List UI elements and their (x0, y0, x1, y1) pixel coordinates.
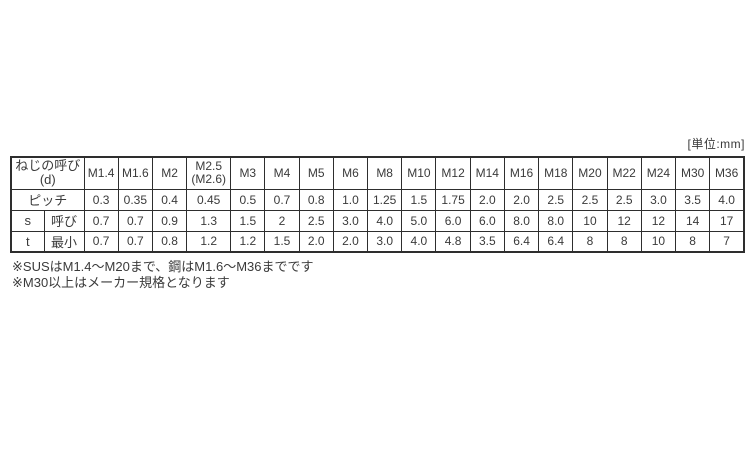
value-cell: 1.5 (230, 209, 266, 232)
value-cell: 2.0 (332, 230, 369, 253)
value-cell: 0.7 (117, 209, 153, 232)
row-label-symbol: t (10, 230, 45, 253)
value-cell: 4.8 (435, 230, 471, 253)
footnote-sus-range: ※SUSはM1.4〜M20まで、鋼はM1.6〜M36までです (12, 259, 314, 274)
column-header: M4 (264, 156, 300, 190)
value-cell: 8.0 (538, 209, 574, 232)
value-cell: 8.0 (503, 209, 540, 232)
value-cell: 10 (640, 230, 677, 253)
value-cell: 3.5 (469, 230, 505, 253)
value-cell: 1.75 (435, 188, 471, 211)
value-cell: 8 (675, 230, 711, 253)
value-cell: 5.0 (401, 209, 437, 232)
header-row: ねじの呼び (d) M1.4 M1.6 M2 M2.5 (M2.6) M3 M4 M5 M6 M… (10, 156, 745, 190)
value-cell: 1.3 (186, 209, 232, 232)
value-cell: 2.0 (503, 188, 540, 211)
column-header: M20 (572, 156, 608, 190)
value-cell: 3.0 (332, 209, 369, 232)
value-cell: 0.4 (151, 188, 188, 211)
column-header: M8 (367, 156, 403, 190)
value-cell: 0.9 (151, 209, 188, 232)
column-header: M6 (332, 156, 369, 190)
value-cell: 12 (606, 209, 642, 232)
value-cell: 8 (606, 230, 642, 253)
column-header: M24 (640, 156, 677, 190)
column-header: M5 (298, 156, 334, 190)
footnotes: ※SUSはM1.4〜M20まで、鋼はM1.6〜M36までです ※M30以上はメー… (12, 259, 313, 291)
value-cell: 2.0 (298, 230, 334, 253)
value-cell: 3.0 (640, 188, 677, 211)
value-cell: 6.0 (435, 209, 471, 232)
value-cell: 0.8 (151, 230, 188, 253)
value-cell: 0.8 (298, 188, 334, 211)
column-header: M36 (709, 156, 745, 190)
column-header: M12 (435, 156, 471, 190)
value-cell: 6.0 (469, 209, 505, 232)
value-cell: 7 (709, 230, 745, 253)
value-cell: 8 (572, 230, 608, 253)
column-header: M1.4 (83, 156, 119, 190)
screw-spec-table: ねじの呼び (d) M1.4 M1.6 M2 M2.5 (M2.6) M3 M4 M5 M6 M… (10, 156, 745, 253)
value-cell: 10 (572, 209, 608, 232)
value-cell: 1.5 (264, 230, 300, 253)
value-cell: 0.35 (117, 188, 153, 211)
value-cell: 4.0 (367, 209, 403, 232)
row-label-symbol: s (10, 209, 45, 232)
value-cell: 0.45 (186, 188, 232, 211)
value-cell: 0.3 (83, 188, 119, 211)
column-header: M16 (503, 156, 540, 190)
row-label-kind: 最小 (43, 230, 85, 253)
value-cell: 0.7 (83, 209, 119, 232)
value-cell: 3.5 (675, 188, 711, 211)
value-cell: 0.7 (83, 230, 119, 253)
value-cell: 1.2 (186, 230, 232, 253)
value-cell: 2.5 (606, 188, 642, 211)
value-cell: 1.25 (367, 188, 403, 211)
value-cell: 0.5 (230, 188, 266, 211)
column-header: M10 (401, 156, 437, 190)
value-cell: 1.5 (401, 188, 437, 211)
corner-header: ねじの呼び (d) (10, 156, 85, 190)
table-row: ピッチ 0.3 0.35 0.4 0.45 0.5 0.7 0.8 1.0 1.25 1.5 1.75… (10, 188, 745, 211)
value-cell: 2.5 (538, 188, 574, 211)
value-cell: 1.0 (332, 188, 369, 211)
value-cell: 2 (264, 209, 300, 232)
value-cell: 14 (675, 209, 711, 232)
table-row: s 呼び 0.7 0.7 0.9 1.3 1.5 2 2.5 3.0 4.0 5.0 6.0 6.0 8.0… (10, 209, 745, 232)
column-header: M18 (538, 156, 574, 190)
corner-header-line1: ねじの呼び (15, 158, 81, 174)
value-cell: 6.4 (503, 230, 540, 253)
column-header: M2 (151, 156, 188, 190)
column-header: M2.5 (M2.6) (186, 156, 232, 190)
value-cell: 17 (709, 209, 745, 232)
value-cell: 3.0 (367, 230, 403, 253)
value-cell: 4.0 (401, 230, 437, 253)
value-cell: 12 (640, 209, 677, 232)
corner-header-line2: (d) (39, 172, 56, 188)
column-header: M3 (230, 156, 266, 190)
value-cell: 6.4 (538, 230, 574, 253)
column-header: M14 (469, 156, 505, 190)
footnote-maker-standard: ※M30以上はメーカー規格となります (12, 275, 230, 290)
value-cell: 2.0 (469, 188, 505, 211)
row-label-kind: 呼び (43, 209, 85, 232)
value-cell: 1.2 (230, 230, 266, 253)
value-cell: 2.5 (298, 209, 334, 232)
table-body: ピッチ 0.3 0.35 0.4 0.45 0.5 0.7 0.8 1.0 1.25 1.5 1.75… (10, 188, 745, 253)
unit-label: [単位:mm] (687, 137, 745, 151)
value-cell: 0.7 (264, 188, 300, 211)
value-cell: 2.5 (572, 188, 608, 211)
row-label: ピッチ (10, 188, 85, 211)
value-cell: 0.7 (117, 230, 153, 253)
column-header: M22 (606, 156, 642, 190)
column-header: M1.6 (117, 156, 153, 190)
table-row: t 最小 0.7 0.7 0.8 1.2 1.2 1.5 2.0 2.0 3.0 4.0 4.8 3.5 6… (10, 230, 745, 253)
column-header: M30 (675, 156, 711, 190)
value-cell: 4.0 (709, 188, 745, 211)
